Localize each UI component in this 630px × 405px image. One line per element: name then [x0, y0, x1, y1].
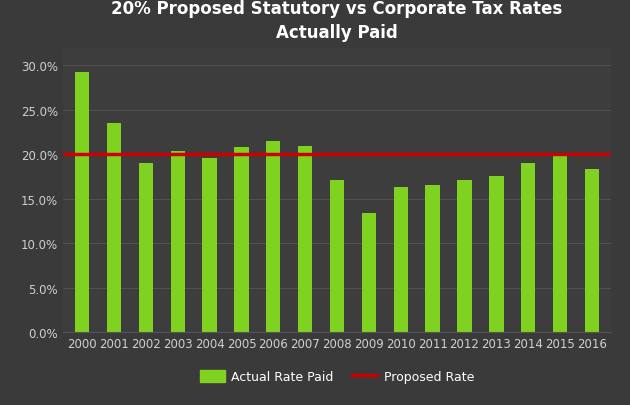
Bar [521, 164, 536, 332]
Bar [75, 72, 89, 332]
Bar [553, 156, 567, 332]
Bar [457, 181, 472, 332]
Bar [171, 151, 185, 332]
Title: 20% Proposed Statutory vs Corporate Tax Rates
Actually Paid: 20% Proposed Statutory vs Corporate Tax … [112, 0, 563, 41]
Bar [425, 186, 440, 332]
Bar [298, 147, 312, 332]
Bar [585, 169, 599, 332]
Bar [490, 177, 503, 332]
Legend: Actual Rate Paid, Proposed Rate: Actual Rate Paid, Proposed Rate [195, 365, 479, 388]
Bar [139, 164, 153, 332]
Bar [266, 142, 280, 332]
Bar [107, 124, 121, 332]
Bar [330, 181, 344, 332]
Bar [362, 213, 376, 332]
Bar [234, 148, 249, 332]
Bar [394, 188, 408, 332]
Bar [202, 158, 217, 332]
